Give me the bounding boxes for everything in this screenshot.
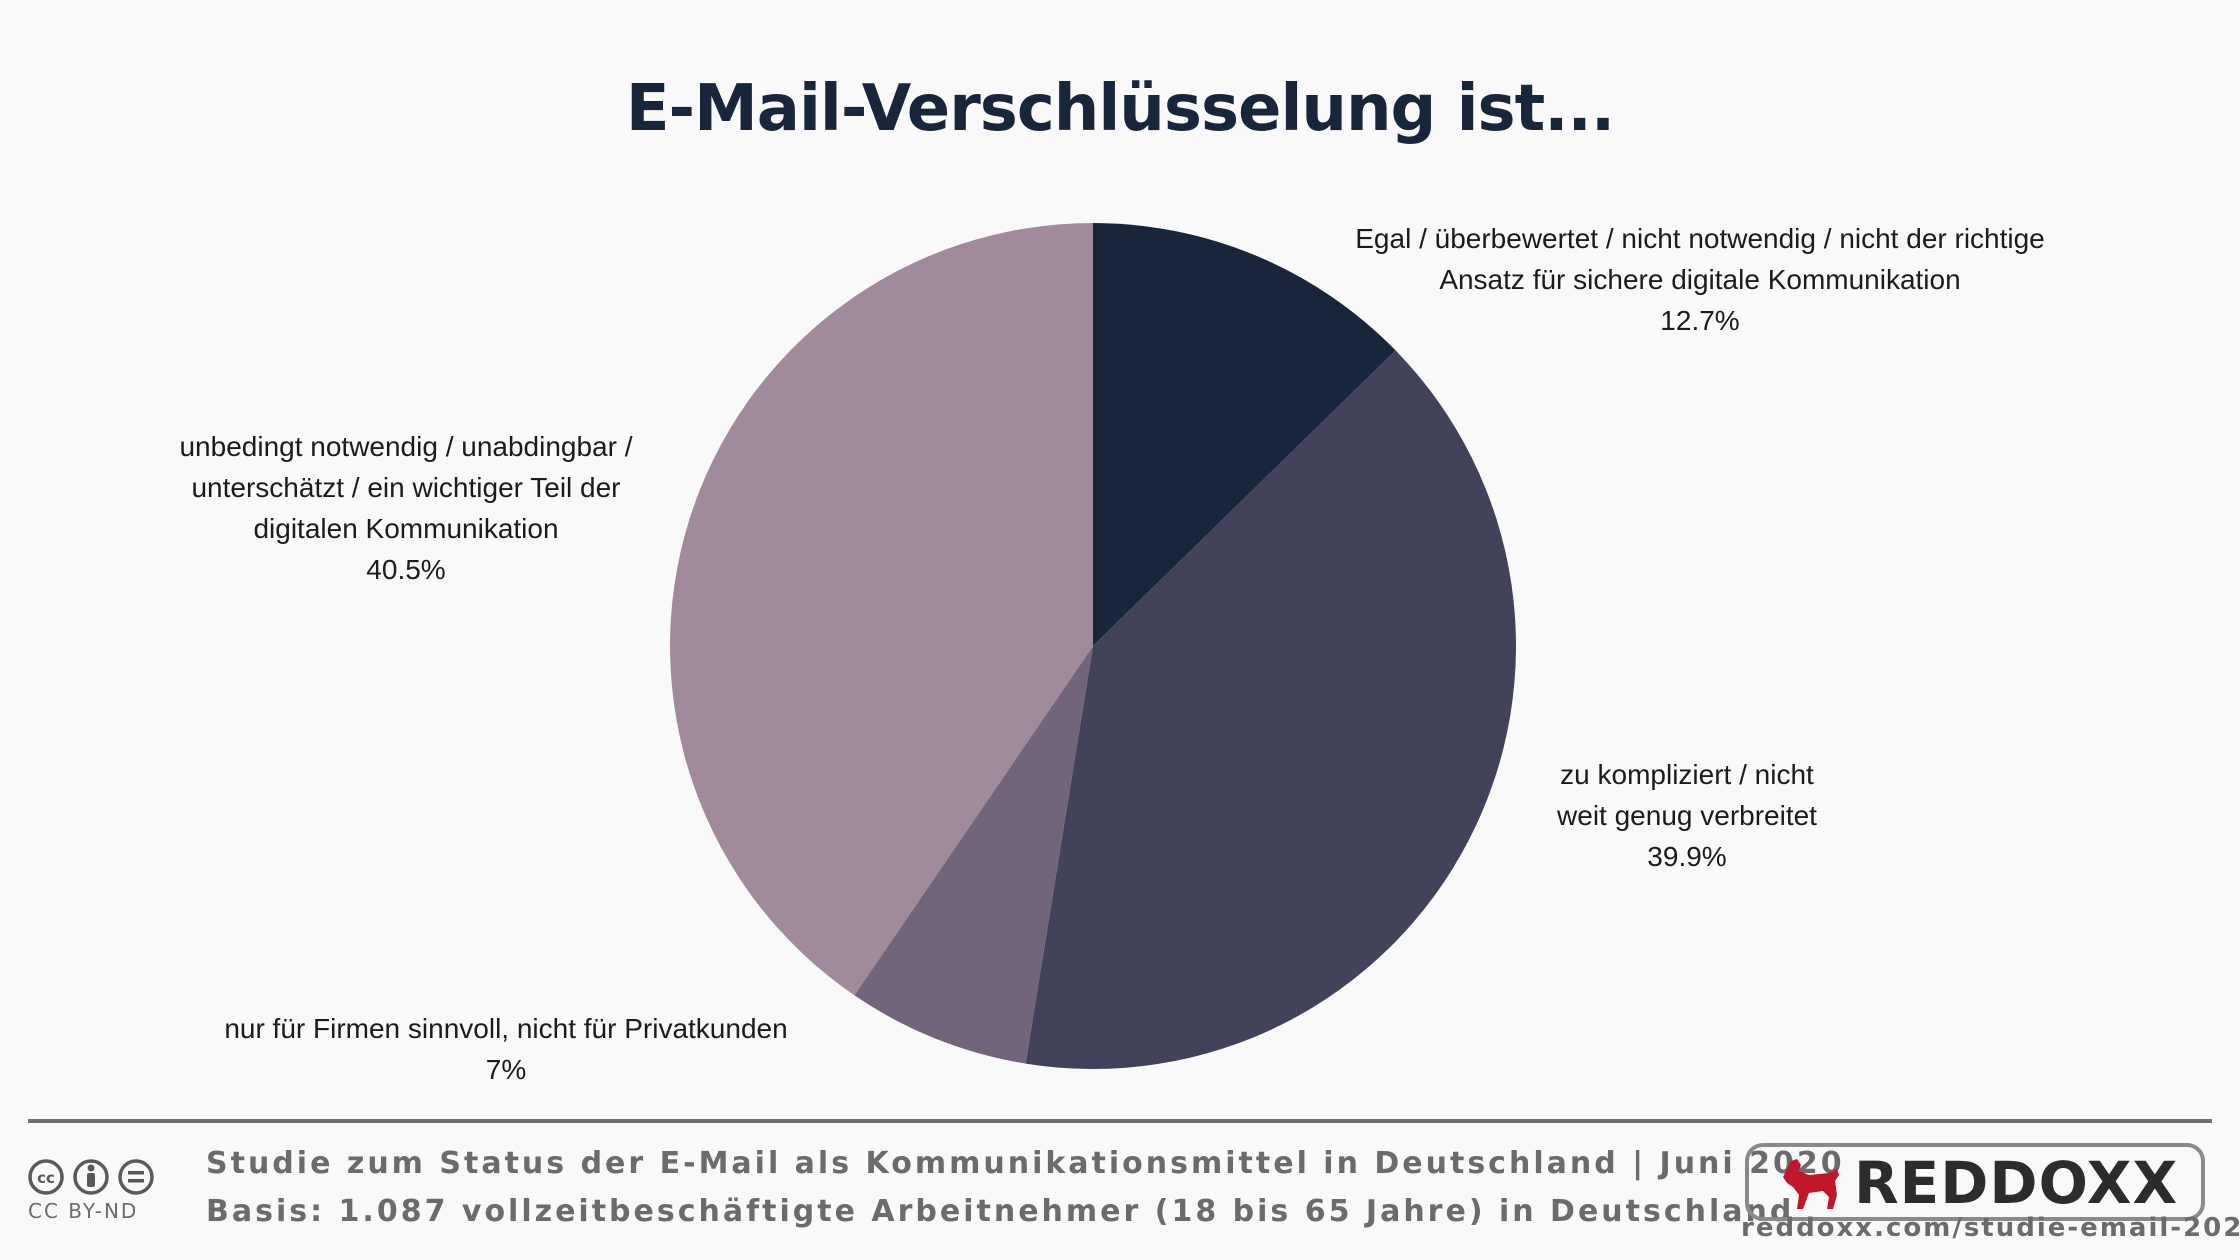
brand-logo[interactable]: REDDOXX [1745, 1143, 2205, 1221]
footer-basis-line: Basis: 1.087 vollzeitbeschäftigte Arbeit… [206, 1194, 1795, 1229]
slice-label-notwendig-line1: unbedingt notwendig / unabdingbar / [179, 431, 633, 462]
slice-value-egal: 12.7% [1660, 305, 1740, 336]
svg-text:cc: cc [37, 1169, 55, 1187]
brand-url-link[interactable]: reddoxx.com/studie-email-2020/ [1741, 1213, 2240, 1243]
slice-value-firmen: 7% [485, 1054, 527, 1085]
pie-chart [670, 223, 1516, 1069]
slice-label-egal-line1: Egal / überbewertet / nicht notwendig / … [1355, 223, 2045, 254]
slice-label-firmen: nur für Firmen sinnvoll, nicht für Priva… [156, 1008, 856, 1090]
license-label: CC BY-ND [28, 1199, 139, 1223]
pie-slice-notwendig [670, 223, 1093, 996]
pie-slice-firmen [854, 646, 1093, 1064]
slice-label-egal-line2: Ansatz für sichere digitale Kommunikatio… [1439, 264, 1961, 295]
slice-label-kompliziert-line1: zu kompliziert / nicht [1560, 759, 1814, 790]
dog-logo-icon [1783, 1159, 1839, 1209]
slice-value-notwendig: 40.5% [366, 554, 446, 585]
slice-label-kompliziert-line2: weit genug verbreitet [1557, 800, 1817, 831]
slice-value-kompliziert: 39.9% [1647, 841, 1727, 872]
slice-label-notwendig: unbedingt notwendig / unabdingbar / unte… [106, 426, 706, 590]
slice-label-firmen-line1: nur für Firmen sinnvoll, nicht für Priva… [224, 1013, 788, 1044]
slice-label-notwendig-line2: unterschätzt / ein wichtiger Teil der [191, 472, 621, 503]
slice-label-egal: Egal / überbewertet / nicht notwendig / … [1300, 218, 2100, 341]
pie-slice-egal [1093, 223, 1396, 646]
footer-study-line: Studie zum Status der E-Mail als Kommuni… [206, 1146, 1845, 1181]
brand-name: REDDOXX [1854, 1149, 2179, 1217]
slice-label-kompliziert: zu kompliziert / nicht weit genug verbre… [1487, 754, 1887, 877]
cc-license-icon: cc [28, 1159, 154, 1195]
slice-label-notwendig-line3: digitalen Kommunikation [253, 513, 559, 544]
footer-divider [28, 1119, 2212, 1123]
pie-slice-kompliziert [1025, 350, 1516, 1069]
chart-title: E-Mail-Verschlüsselung ist... [625, 72, 1615, 146]
